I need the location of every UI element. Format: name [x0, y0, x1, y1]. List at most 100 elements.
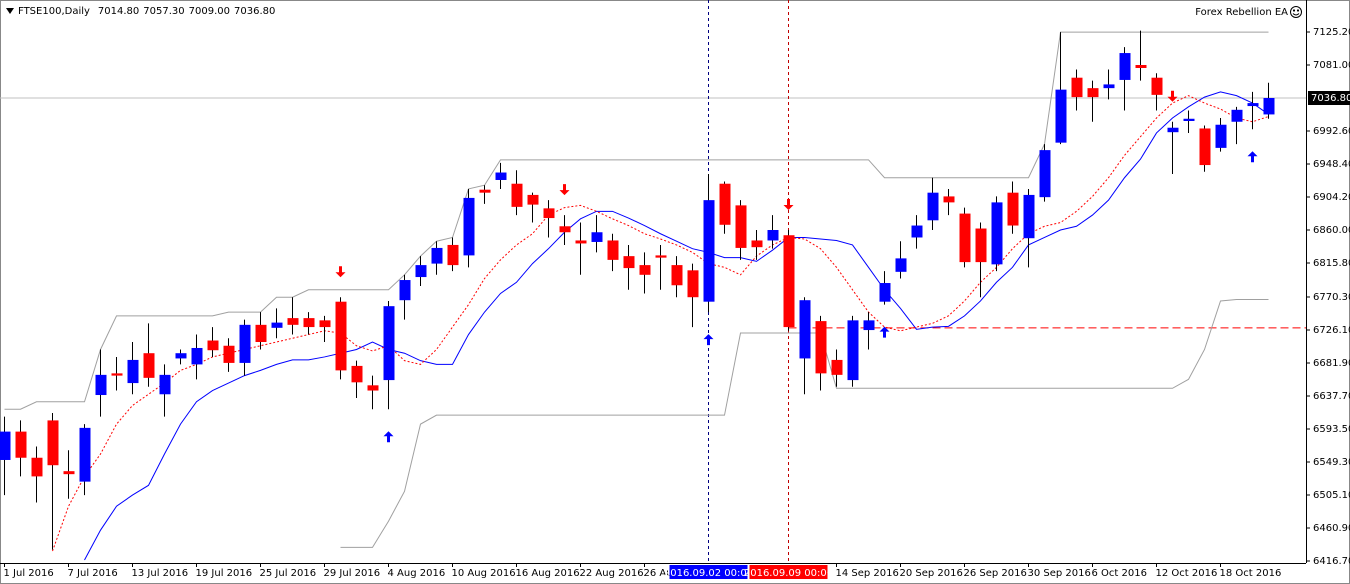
candle-body [543, 208, 555, 219]
candle-body [863, 320, 875, 331]
candle-body [511, 183, 523, 207]
candle-body [447, 244, 459, 266]
ea-name: Forex Rebellion EA [1195, 7, 1288, 18]
candle-body [0, 431, 11, 460]
candle-body [479, 189, 491, 193]
candle-body [895, 258, 907, 272]
indicator-line [4, 31, 1269, 410]
x-tick-label: 19 Jul 2016 [196, 568, 253, 579]
x-tick-label: 29 Jul 2016 [324, 568, 381, 579]
candle-body [207, 340, 219, 351]
sell-arrow [559, 184, 570, 196]
candle-body [351, 365, 363, 383]
y-tick-label: 6681.90 [1313, 358, 1350, 369]
current-price-box [1308, 91, 1350, 106]
buy-arrow [879, 326, 890, 338]
y-tick-label: 7125.20 [1313, 27, 1350, 38]
candle-body [559, 226, 571, 233]
buy-arrow [383, 431, 394, 443]
candle-body [703, 200, 715, 302]
indicator-line [52, 95, 1269, 552]
candle-body [1263, 98, 1275, 115]
candle-body [95, 374, 107, 396]
candle-body [623, 256, 635, 269]
x-tick-label: 18 Oct 2016 [1220, 568, 1282, 579]
candle-body [671, 265, 683, 286]
date-box-label: 2016.09.02 00:00 [664, 568, 753, 579]
x-tick-label: 22 Aug 2016 [580, 568, 644, 579]
y-tick-label: 6904.20 [1313, 192, 1350, 203]
candle-body [319, 320, 331, 328]
y-tick-label: 6505.10 [1313, 490, 1350, 501]
candle-body [911, 225, 923, 238]
candle-body [143, 353, 155, 378]
plot-area [0, 0, 1306, 563]
smiley [1290, 6, 1302, 18]
candle-body [63, 471, 75, 475]
candle-body [1151, 77, 1163, 95]
candle-body [415, 265, 427, 278]
x-tick-label: 1 Jul 2016 [4, 568, 54, 579]
x-tick-label: 10 Aug 2016 [452, 568, 516, 579]
candle-body [303, 318, 315, 328]
candle-body [687, 270, 699, 298]
candle-body [783, 235, 795, 328]
candle-body [527, 194, 539, 205]
x-tick-label: 7 Jul 2016 [68, 568, 118, 579]
candle-body [799, 300, 811, 359]
candle-body [111, 373, 123, 376]
candle-body [735, 205, 747, 248]
x-tick-label: 25 Jul 2016 [260, 568, 317, 579]
candle-body [1135, 65, 1147, 68]
candle-body [1023, 194, 1035, 239]
candle-body [79, 427, 91, 482]
candle-body [1199, 128, 1211, 166]
candle-body [495, 172, 507, 180]
candle-body [847, 320, 859, 381]
candle-body [1215, 124, 1227, 148]
candle-body [1007, 192, 1019, 226]
indicator-line [84, 91, 1269, 561]
sell-arrow [783, 199, 794, 211]
candle-body [1087, 88, 1099, 98]
candle-body [191, 347, 203, 365]
menu-triangle[interactable] [6, 8, 14, 14]
candle-body [719, 183, 731, 225]
candle-body [431, 247, 443, 264]
y-tick-label: 7081.00 [1313, 60, 1350, 71]
x-tick-label: 14 Sep 2016 [836, 568, 899, 579]
candle-body [751, 240, 763, 248]
candle-body [1231, 109, 1243, 122]
y-tick-label: 6637.70 [1313, 391, 1350, 402]
date-box [749, 565, 828, 579]
buy-arrow [1247, 151, 1258, 163]
y-tick-label: 6416.70 [1313, 556, 1350, 567]
y-tick-label: 6815.80 [1313, 258, 1350, 269]
y-tick-label: 6460.90 [1313, 523, 1350, 534]
candle-body [463, 197, 475, 256]
candle-body [1039, 150, 1051, 198]
candle-body [831, 359, 843, 375]
candle-body [335, 301, 347, 371]
chart-header: FTSE100,Daily 7014.80 7057.30 7009.00 7036.8… [18, 6, 275, 17]
candle-body [943, 196, 955, 203]
x-tick-label: 26 Sep 2016 [964, 568, 1027, 579]
candle-body [239, 324, 251, 363]
low: 7009.00 [189, 6, 230, 17]
candle-body [399, 280, 411, 301]
candle-body [959, 213, 971, 263]
candle-body [1247, 103, 1259, 107]
candle-body [815, 321, 827, 374]
date-box [669, 565, 748, 579]
candle-body [1055, 89, 1067, 143]
y-tick-label: 6948.40 [1313, 159, 1350, 170]
candle-body [655, 255, 667, 258]
candle-body [575, 240, 587, 244]
y-tick-label: 6593.50 [1313, 424, 1350, 435]
candle-body [607, 240, 619, 260]
candle-body [255, 324, 267, 343]
x-tick-label: 30 Sep 2016 [1028, 568, 1091, 579]
candle-body [287, 318, 299, 325]
candle-body [383, 306, 395, 381]
